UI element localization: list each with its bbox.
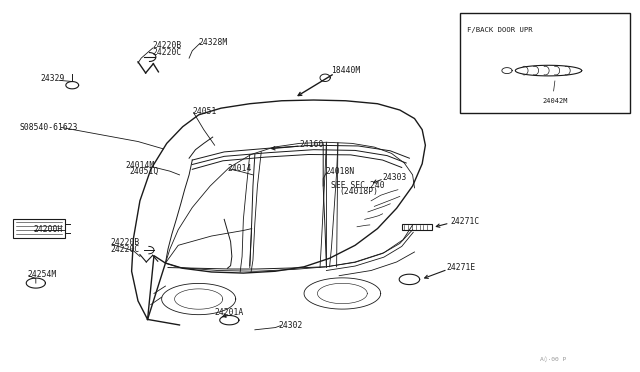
Text: 24051: 24051 <box>192 108 217 116</box>
Text: 24303: 24303 <box>383 173 407 182</box>
Text: S08540-61623: S08540-61623 <box>20 123 78 132</box>
Text: 24200H: 24200H <box>34 225 63 234</box>
Bar <box>461 13 630 113</box>
Text: 24220C: 24220C <box>153 48 182 57</box>
Text: 24160: 24160 <box>300 140 324 149</box>
Bar <box>402 224 433 231</box>
Text: 24271C: 24271C <box>451 217 480 226</box>
Text: 24051Q: 24051Q <box>130 167 159 176</box>
Text: 24014M: 24014M <box>125 161 154 170</box>
Text: (24018P): (24018P) <box>339 187 378 196</box>
Text: 24201A: 24201A <box>214 308 244 317</box>
Text: SEE SEC.240: SEE SEC.240 <box>332 181 385 190</box>
Bar <box>13 219 65 238</box>
Text: 24329: 24329 <box>40 74 65 83</box>
Text: 24018N: 24018N <box>325 167 355 176</box>
Text: 24220C: 24220C <box>111 244 140 253</box>
Text: 24328M: 24328M <box>198 38 228 47</box>
Text: 18440M: 18440M <box>332 66 361 75</box>
Text: 24302: 24302 <box>278 321 303 330</box>
Text: F/BACK DOOR UPR: F/BACK DOOR UPR <box>467 27 532 33</box>
Text: 24042M: 24042M <box>542 97 568 104</box>
Text: A◊·00 P: A◊·00 P <box>540 356 566 363</box>
Text: 24271E: 24271E <box>447 263 476 272</box>
Text: 24014: 24014 <box>227 164 252 173</box>
Text: 24220B: 24220B <box>153 41 182 50</box>
Text: 24220B: 24220B <box>111 238 140 247</box>
Text: 24254M: 24254M <box>28 270 57 279</box>
